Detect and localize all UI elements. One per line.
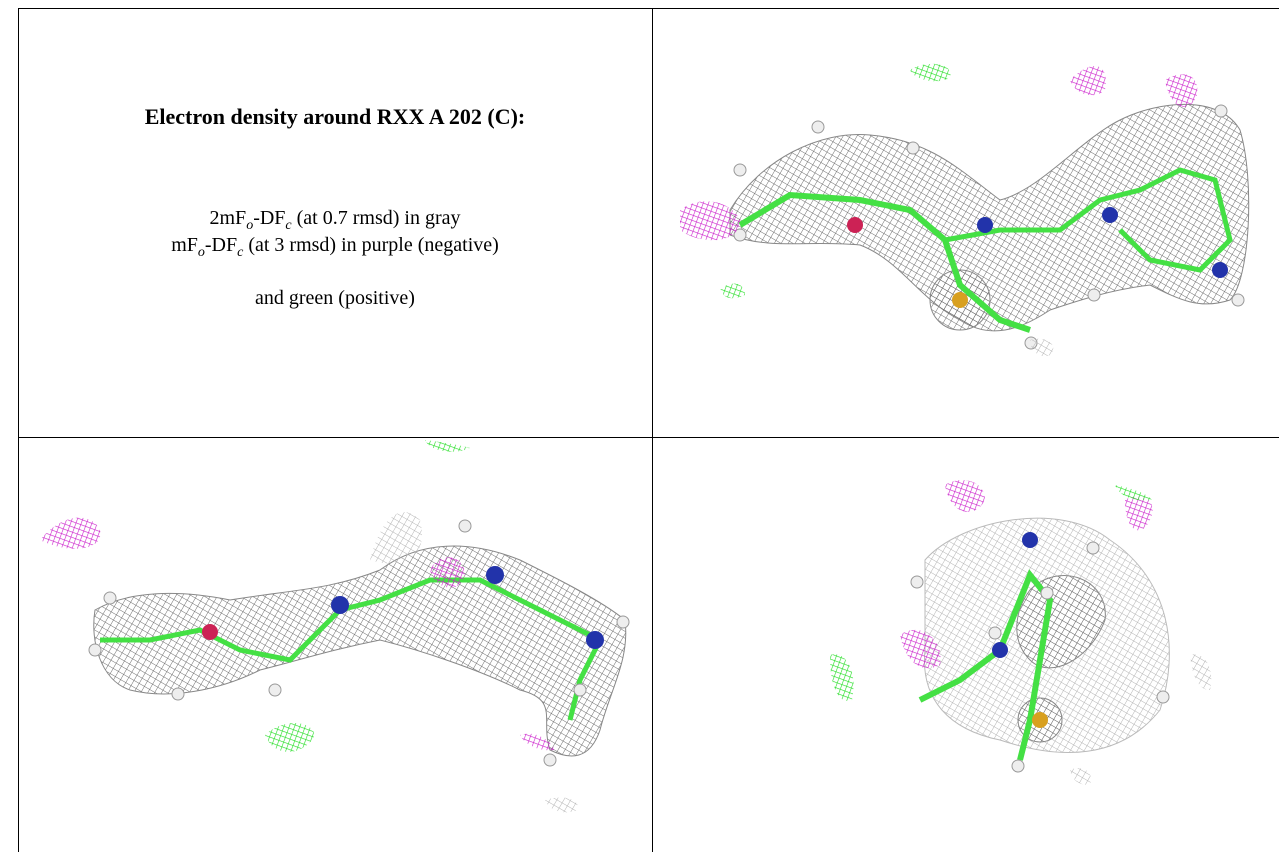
caption-text: -DF [205, 234, 237, 256]
density-view-1 [656, 12, 1279, 435]
figure-title: Electron density around RXX A 202 (C): [145, 104, 526, 129]
density-view-2 [22, 440, 650, 852]
table-border [18, 8, 1279, 852]
density-view-3 [656, 441, 1279, 852]
caption-text: (at 3 rmsd) in purple (negative) [243, 234, 498, 256]
subscript: o [198, 245, 205, 260]
subscript: o [246, 218, 253, 233]
caption-text: and green (positive) [255, 287, 415, 309]
subscript: c [237, 245, 244, 260]
caption-line: mFo-DFc (at 3 rmsd) in purple (negative) [171, 234, 499, 260]
caption-text: 2mF [210, 207, 247, 229]
subscript: c [285, 218, 292, 233]
caption-text: -DF [253, 207, 285, 229]
caption-line: 2mFo-DFc (at 0.7 rmsd) in gray [210, 207, 461, 233]
caption-text: mF [171, 234, 198, 256]
caption-text: (at 0.7 rmsd) in gray [292, 207, 461, 229]
caption-line: and green (positive) [255, 287, 415, 309]
